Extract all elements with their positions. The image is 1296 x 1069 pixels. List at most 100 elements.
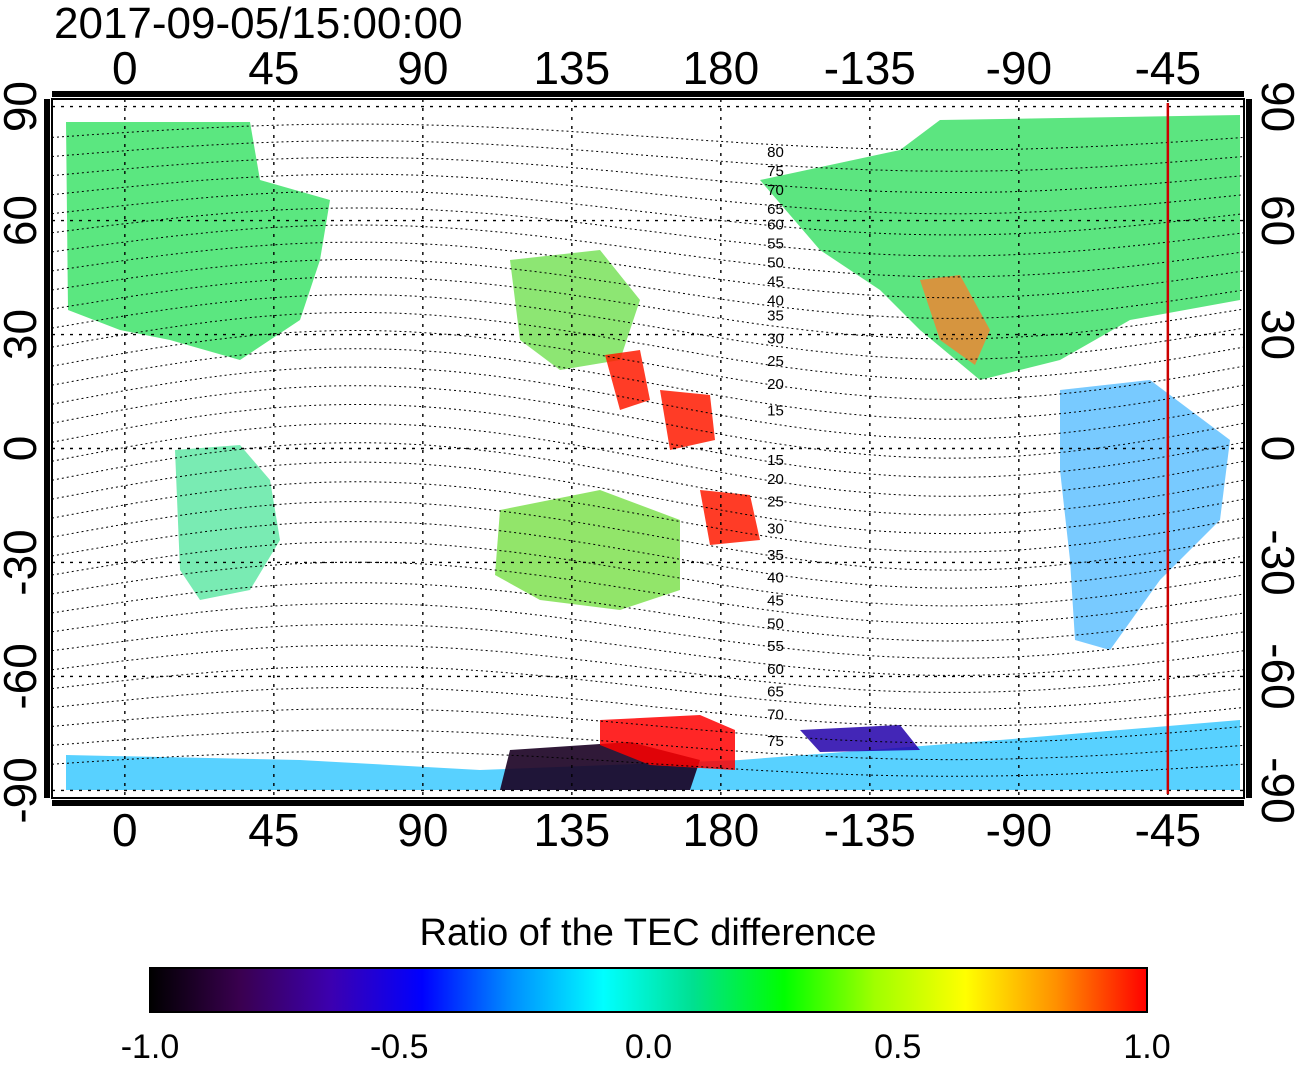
y-tick-label-right: 0 (1252, 436, 1296, 462)
y-tick-label-right: -60 (1252, 643, 1296, 709)
magnetic-contour (52, 173, 1244, 215)
magnetic-contour (52, 602, 1244, 659)
contour-label: 45 (767, 592, 784, 609)
contour-label: 80 (767, 144, 784, 161)
y-tick-label-left: 30 (0, 309, 46, 360)
magnetic-contour (52, 561, 1244, 624)
magnetic-contour (52, 258, 1244, 319)
magnetic-contour (52, 582, 1244, 642)
x-tick-label-bottom: 45 (248, 804, 299, 856)
colorbar-tick-label: -1.0 (121, 1028, 180, 1064)
contour-label: 50 (767, 615, 784, 632)
x-tick-label-bottom: 90 (397, 804, 448, 856)
magnetic-contour (52, 501, 1244, 571)
contour-label: 30 (767, 520, 784, 537)
x-tick-label-bottom: -45 (1135, 804, 1201, 856)
contour-label: 40 (767, 570, 784, 587)
colorbar (149, 967, 1148, 1013)
lat-lon-grid (52, 99, 1244, 798)
east-asia-coverage (510, 250, 640, 370)
north-america-coverage (760, 115, 1240, 380)
magnetic-contour (52, 348, 1244, 420)
antarctic-positive-patch (600, 715, 735, 770)
bottom-frame-band (52, 800, 1244, 806)
x-tick-label-top: 0 (112, 42, 138, 94)
y-tick-label-right: 30 (1252, 309, 1296, 360)
y-tick-label-left: 90 (0, 81, 46, 132)
contour-labels: 8075706560555045403530252015152025303540… (767, 144, 784, 750)
y-tick-label-left: -90 (0, 757, 46, 823)
contour-label: 55 (767, 638, 784, 655)
y-tick-label-right: -90 (1252, 757, 1296, 823)
magnetic-contour (52, 123, 1244, 151)
magnetic-contour (52, 665, 1244, 710)
x-tick-label-bottom: -90 (986, 804, 1052, 856)
contour-label: 55 (767, 235, 784, 252)
magnetic-contour (52, 461, 1244, 535)
contour-label: 20 (767, 471, 784, 488)
tec-data-layer (66, 115, 1240, 790)
magnetic-contour (52, 224, 1244, 278)
x-tick-label-top: 90 (397, 42, 448, 94)
magnetic-contour (52, 623, 1244, 676)
x-tick-label-bottom: -135 (824, 804, 916, 856)
x-tick-label-top: -90 (986, 42, 1052, 94)
magnetic-contour (52, 422, 1244, 497)
contour-label: 35 (767, 308, 784, 325)
y-tick-label-right: 60 (1252, 195, 1296, 246)
y-tick-label-left: -60 (0, 643, 46, 709)
y-tick-label-left: -30 (0, 529, 46, 595)
frame-ticks (44, 91, 1252, 806)
contour-label: 60 (767, 216, 784, 233)
y-tick-label-right: -30 (1252, 529, 1296, 595)
south-america-coverage (1060, 380, 1230, 650)
contour-label: 75 (767, 163, 784, 180)
contour-label: 40 (767, 292, 784, 309)
contour-label: 25 (767, 494, 784, 511)
magnetic-contour (52, 521, 1244, 589)
x-tick-label-top: 135 (533, 42, 610, 94)
contour-label: 50 (767, 254, 784, 271)
colorbar-tick-label: 0.5 (874, 1028, 921, 1064)
australia-coverage (495, 490, 680, 610)
contour-label: 35 (767, 547, 784, 564)
magnetic-contour (52, 241, 1244, 299)
south-pacific-negative-patch (800, 725, 920, 752)
colorbar-tick-label: 0.0 (625, 1028, 672, 1064)
x-tick-label-bottom: 135 (533, 804, 610, 856)
magnetic-contour (52, 156, 1244, 193)
magnetic-contour (52, 312, 1244, 380)
magnetic-contour (52, 729, 1244, 761)
colorbar-tick-label: 1.0 (1123, 1028, 1170, 1064)
y-tick-label-left: 0 (0, 436, 46, 462)
y-tick-label-right: 90 (1252, 81, 1296, 132)
left-frame-band (44, 99, 50, 798)
x-tick-label-top: 180 (682, 42, 759, 94)
magnetic-contour (52, 708, 1244, 744)
africa-coverage (175, 445, 280, 600)
contour-label: 65 (767, 684, 784, 701)
x-tick-label-bottom: 180 (682, 804, 759, 856)
colorbar-title: Ratio of the TEC difference (420, 912, 877, 954)
map-plot-area: 8075706560555045403530252015152025303540… (44, 91, 1252, 806)
right-frame-band (1246, 99, 1252, 798)
magnetic-contour (52, 330, 1244, 400)
magnetic-contour (52, 644, 1244, 693)
map-title: 2017-09-05/15:00:00 (54, 0, 463, 48)
contour-label: 20 (767, 376, 784, 393)
contour-label: 70 (767, 706, 784, 723)
x-tick-label-bottom: 0 (112, 804, 138, 856)
x-tick-label-top: 45 (248, 42, 299, 94)
y-tick-label-left: 60 (0, 195, 46, 246)
contour-label: 60 (767, 661, 784, 678)
magnetic-contour (52, 276, 1244, 340)
contour-label: 45 (767, 273, 784, 290)
x-tick-label-top: -135 (824, 42, 916, 94)
magnetic-latitude-contours (52, 123, 1244, 777)
europe-asia-coverage (66, 122, 330, 360)
magnetic-contour (52, 481, 1244, 553)
y-axis-left-labels: 90 60 30 0 -30 -60 -90 (0, 81, 46, 824)
magnetic-contour (52, 140, 1244, 172)
